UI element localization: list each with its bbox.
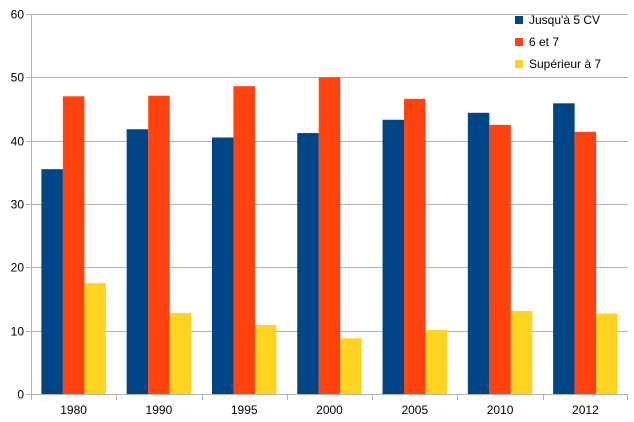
bar-2005-series-3 xyxy=(425,330,448,394)
legend: Jusqu'à 5 CV 6 et 7 Supérieur à 7 xyxy=(515,13,601,71)
bar-2000-series-2 xyxy=(318,77,341,394)
bar-2010-series-3 xyxy=(510,311,533,394)
bar-2012-series-3 xyxy=(596,313,618,394)
bar-1995-series-1 xyxy=(211,137,234,394)
legend-swatch xyxy=(515,16,523,24)
legend-label: Jusqu'à 5 CV xyxy=(529,13,600,27)
y-tick-label: 60 xyxy=(11,8,25,22)
bar-1980-series-3 xyxy=(84,283,106,394)
bar-2012-series-2 xyxy=(574,131,597,395)
bar-2005-series-1 xyxy=(382,119,405,395)
bar-1990-series-3 xyxy=(169,312,192,394)
x-tick-label: 2000 xyxy=(316,403,343,417)
bar-2000-series-1 xyxy=(297,133,319,394)
bar-2010-series-1 xyxy=(467,112,490,395)
x-tick-label: 2010 xyxy=(487,403,514,417)
bar-2012-series-1 xyxy=(553,103,575,395)
axes xyxy=(31,14,628,400)
legend-label: 6 et 7 xyxy=(529,35,559,49)
bar-1990-series-1 xyxy=(126,129,149,394)
x-tick-label: 1995 xyxy=(231,403,258,417)
y-tick-label: 10 xyxy=(11,325,25,339)
legend-swatch xyxy=(515,60,523,68)
bar-1995-series-3 xyxy=(254,324,277,394)
bar-2005-series-2 xyxy=(404,98,426,395)
x-tick-label: 2005 xyxy=(401,403,428,417)
legend-swatch xyxy=(515,38,523,46)
x-tick-label: 1980 xyxy=(60,403,87,417)
y-tick-label: 20 xyxy=(11,261,25,275)
bar-1995-series-2 xyxy=(233,86,255,394)
bar-1980-series-1 xyxy=(41,169,63,394)
bar-2000-series-3 xyxy=(340,338,362,394)
x-tick-label: 2012 xyxy=(572,403,599,417)
y-tick-label: 50 xyxy=(11,71,25,85)
x-axis-ticks: 1980 1990 1995 2000 2005 2010 2012 xyxy=(60,394,628,417)
y-tick-label: 30 xyxy=(11,198,25,212)
bar-2010-series-2 xyxy=(489,124,511,394)
y-axis-ticks: 0 10 20 30 40 50 60 xyxy=(11,8,31,402)
y-tick-label: 40 xyxy=(11,135,25,149)
bars xyxy=(41,77,618,395)
bar-1980-series-2 xyxy=(62,96,85,394)
bar-1990-series-2 xyxy=(148,95,170,394)
legend-label: Supérieur à 7 xyxy=(529,57,601,71)
x-tick-label: 1990 xyxy=(146,403,173,417)
y-tick-label: 0 xyxy=(17,388,24,402)
